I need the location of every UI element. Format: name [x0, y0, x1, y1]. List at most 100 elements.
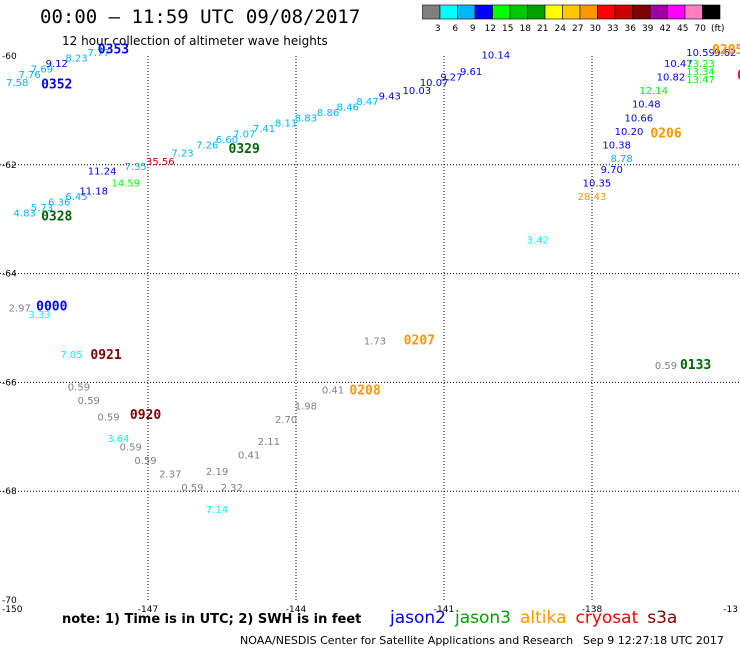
- wave-height-point: 0.59: [134, 456, 156, 467]
- wave-height-point: 9.43: [379, 92, 401, 103]
- colorbar-label: 9: [470, 24, 476, 34]
- colorbar-swatch: [492, 4, 511, 20]
- wave-height-point: 7.35: [125, 162, 147, 173]
- satellite-legend-item: jason2: [390, 608, 446, 628]
- pass-time-label: 0208: [349, 383, 380, 398]
- colorbar-swatch: [632, 4, 651, 20]
- colorbar-swatch: [667, 4, 686, 20]
- wave-height-point: 7.41: [253, 124, 275, 135]
- wave-height-point: 0.59: [78, 396, 100, 407]
- satellite-legend: jason2 jason3 altika cryosat s3a: [390, 608, 686, 628]
- wave-height-point: 1.98: [295, 402, 317, 413]
- pass-time-label: 0205: [712, 43, 740, 58]
- wave-height-point: 0.59: [120, 442, 142, 453]
- wave-height-point: 8.86: [317, 108, 339, 119]
- colorbar-label: 21: [537, 24, 548, 34]
- wave-height-point: 2.19: [206, 467, 228, 478]
- wave-height-colorbar: 3 6 9 12 15 18 21 24 27 30 33 36 39 42 45 70 (ft): [422, 4, 725, 34]
- credit-line: NOAA/NESDIS Center for Satellite Applica…: [240, 634, 574, 647]
- wave-height-point: 8.23: [65, 53, 87, 64]
- y-tick-label: -70: [2, 596, 17, 606]
- colorbar-label: 30: [590, 24, 602, 34]
- wave-height-point: 0.41: [238, 451, 260, 462]
- wave-height-point: 5.73: [31, 203, 53, 214]
- colorbar-swatch: [474, 4, 493, 20]
- wave-height-point: 11.18: [79, 187, 108, 198]
- colorbar-label: 18: [520, 24, 532, 34]
- wave-height-point: 0.59: [97, 412, 119, 423]
- colorbar-swatch: [684, 4, 703, 20]
- colorbar-swatch: [439, 4, 458, 20]
- wave-height-point: 8.46: [337, 102, 359, 113]
- wave-height-point: 14.59: [111, 179, 140, 190]
- colorbar-swatch: [614, 4, 633, 20]
- pass-time-label: 0352: [41, 78, 72, 93]
- generation-timestamp: Sep 9 12:27:18 UTC 2017: [583, 634, 724, 647]
- colorbar-label: 42: [660, 24, 671, 34]
- wave-height-point: 13.23: [686, 59, 715, 70]
- y-tick-label: -68: [2, 487, 17, 497]
- pass-time-label: 0921: [90, 348, 121, 363]
- wave-height-point: 7.07: [233, 130, 255, 141]
- colorbar-label: 12: [485, 24, 496, 34]
- colorbar-swatch: [422, 4, 441, 20]
- wave-height-point: 7.26: [196, 140, 218, 151]
- wave-height-point: 0.41: [322, 385, 344, 396]
- colorbar-label: 27: [572, 24, 583, 34]
- wave-height-point: 10.20: [615, 127, 644, 138]
- pass-time-label: 0920: [130, 408, 161, 423]
- wave-height-point: 8.47: [356, 97, 378, 108]
- colorbar-swatch: [649, 4, 668, 20]
- wave-height-point: 10.03: [403, 86, 432, 97]
- footnote: note: 1) Time is in UTC; 2) SWH is in fe…: [62, 612, 362, 627]
- colorbar-swatch: [509, 4, 528, 20]
- wave-height-point: 1.73: [364, 336, 386, 347]
- pass-time-label: 0206: [650, 127, 681, 142]
- wave-height-point: 28.43: [578, 192, 607, 203]
- wave-height-point: 10.66: [625, 113, 654, 124]
- wave-height-point: 6.45: [65, 192, 87, 203]
- pass-time-label: 0328: [41, 209, 72, 224]
- wave-height-point: 0.59: [68, 383, 90, 394]
- wave-height-point: 2.70: [275, 415, 297, 426]
- wave-height-point: 7.05: [60, 350, 82, 361]
- colorbar-label: 3: [435, 24, 441, 34]
- colorbar-label: 15: [502, 24, 513, 34]
- wave-height-point: 0.59: [655, 361, 677, 372]
- pass-time-label: 0000: [36, 300, 67, 315]
- colorbar-label: 24: [555, 24, 567, 34]
- colorbar-label: 45: [677, 24, 688, 34]
- colorbar-label: 33: [607, 24, 618, 34]
- wave-height-point: 10.07: [420, 78, 449, 89]
- wave-height-point: 9.70: [601, 165, 623, 176]
- colorbar-swatch: [702, 4, 721, 20]
- colorbar-swatch: [544, 4, 563, 20]
- x-tick-label: -13: [723, 605, 738, 615]
- x-tick-label: -150: [2, 605, 23, 615]
- page-subtitle: 12 hour collection of altimeter wave hei…: [62, 34, 328, 48]
- colorbar-label: 70: [695, 24, 707, 34]
- wave-height-point: 13.47: [686, 75, 715, 86]
- wave-height-point: 9.61: [460, 67, 482, 78]
- wave-height-point: 10.48: [632, 100, 661, 111]
- wave-height-point: 3.64: [107, 434, 129, 445]
- wave-height-point: 6.36: [48, 198, 70, 209]
- wave-height-point: 9.62: [714, 48, 736, 59]
- colorbar-swatch: [527, 4, 546, 20]
- wave-height-point: 2.97: [9, 304, 31, 315]
- colorbar-swatch: [579, 4, 598, 20]
- wave-height-point: 9.27: [440, 72, 462, 83]
- wave-height-point: 4.83: [14, 208, 36, 219]
- colorbar-swatch: [562, 4, 581, 20]
- wave-height-point: 7.58: [6, 78, 28, 89]
- wave-height-point: 10.14: [481, 51, 510, 62]
- wave-height-point: 2.37: [159, 470, 181, 481]
- wave-height-point: 3.42: [527, 236, 549, 247]
- y-tick-label: -62: [2, 161, 17, 171]
- wave-height-point: 6.60: [216, 135, 238, 146]
- wave-height-point: 10.47: [664, 59, 693, 70]
- wave-height-point: 8.83: [295, 113, 317, 124]
- wave-height-point: 12.14: [639, 86, 668, 97]
- wave-height-point: 10.38: [602, 140, 631, 151]
